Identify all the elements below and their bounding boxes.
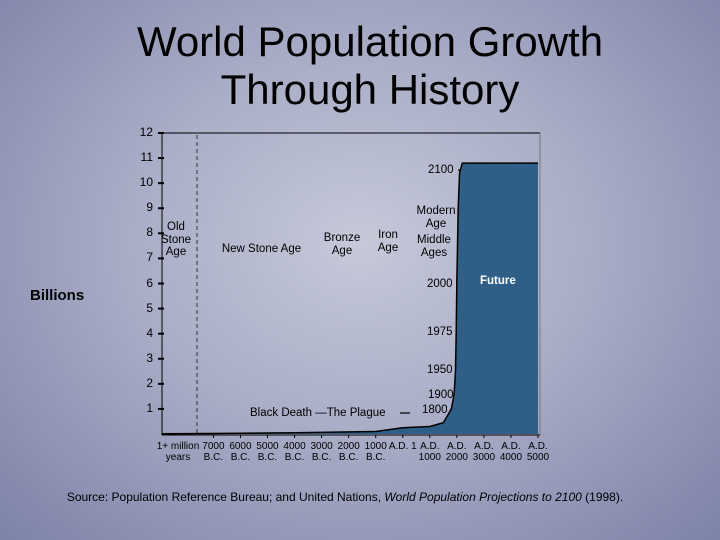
x-tick-label: 3000 B.C. xyxy=(310,441,333,463)
y-tick-label: 6 xyxy=(146,275,153,290)
x-tick-label: A.D. 3000 xyxy=(472,441,496,463)
x-tick-label: 2000 B.C. xyxy=(337,441,360,463)
y-tick-label: 4 xyxy=(146,325,153,340)
annotation: Iron Age xyxy=(377,229,399,254)
y-axis-label: Billions xyxy=(30,287,85,304)
x-tick-label: 7000 B.C. xyxy=(202,441,225,463)
x-tick-label: 5000 B.C. xyxy=(256,441,279,463)
y-tick-label: 10 xyxy=(139,175,153,190)
source: Source: Population Reference Bureau; and… xyxy=(0,490,690,504)
annotation: 1900 xyxy=(428,389,454,401)
y-tick-label: 7 xyxy=(146,250,153,265)
annotation: Black Death —The Plague xyxy=(250,407,386,419)
annotation: Bronze Age xyxy=(323,232,361,257)
x-tick-label: 1000 B.C. xyxy=(364,441,387,463)
annotation: Middle Ages xyxy=(417,234,451,259)
annotation: 1800 xyxy=(422,404,448,416)
area-line xyxy=(161,162,538,435)
y-tick-label: 1 xyxy=(146,400,153,415)
annotation: Old Stone Age xyxy=(160,221,192,259)
annotation: Modern Age xyxy=(416,205,456,230)
y-tick-label: 8 xyxy=(146,225,153,240)
annotation: 1975 xyxy=(427,326,453,338)
annotation: Future xyxy=(480,275,516,287)
annotation: 2100 xyxy=(428,164,454,176)
y-tick-label: 2 xyxy=(146,375,153,390)
x-tick-label: A.D. 1 xyxy=(388,441,417,452)
x-start-label: 1+ million years xyxy=(156,441,200,463)
area xyxy=(162,163,538,434)
x-tick-label: A.D. 5000 xyxy=(526,441,550,463)
x-tick-label: A.D. 4000 xyxy=(499,441,523,463)
y-tick-label: 11 xyxy=(140,150,153,165)
annotation: New Stone Age xyxy=(221,243,302,255)
chart-title: World Population Growth Through History xyxy=(136,18,604,114)
x-tick-label: A.D. 1000 xyxy=(418,441,441,463)
y-tick-label: 12 xyxy=(139,125,153,139)
x-tick-label: 6000 B.C. xyxy=(229,441,252,463)
source-text: Source: Population Reference Bureau; and… xyxy=(66,490,385,504)
source-title: World Population Projections to 2100 xyxy=(384,490,582,504)
x-tick-label: A.D. 2000 xyxy=(445,441,468,463)
y-tick-label: 5 xyxy=(146,300,153,315)
y-tick-label: 3 xyxy=(146,350,153,365)
annotation: 2000 xyxy=(427,278,453,290)
y-tick-label: 9 xyxy=(146,200,153,215)
x-tick-label: 4000 B.C. xyxy=(283,441,306,463)
source-text: (1998). xyxy=(581,490,624,504)
annotation: 1950 xyxy=(427,364,453,376)
